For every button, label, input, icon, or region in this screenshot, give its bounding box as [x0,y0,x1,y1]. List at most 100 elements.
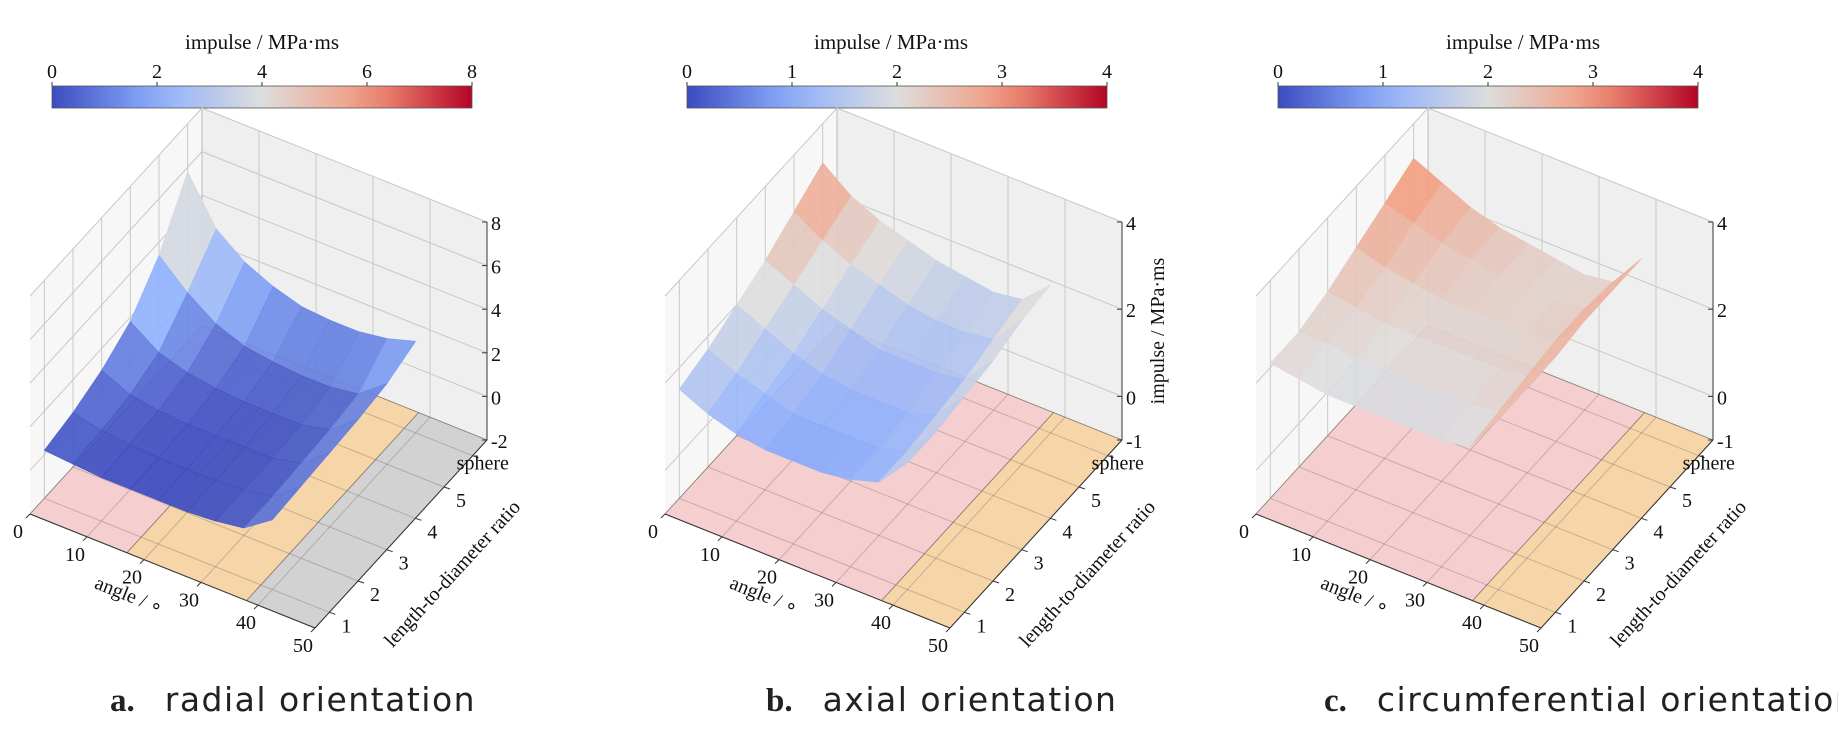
y-tick-label: 2 [1596,584,1606,606]
y-tick-label: 2 [370,584,380,606]
y-tick-label: 3 [399,553,409,575]
floor-gridline [44,497,330,613]
surface-patch [1469,387,1528,448]
y-tick [386,549,393,553]
x-tick [139,559,145,564]
y-tick [1107,455,1114,459]
panel-a: impulse / MPa·ms 0 2 4 6 8 0 10 20 30 40 50 1 2 3 4 5 sp… [0,0,612,742]
x-tick-label: 40 [1462,612,1482,634]
x-tick [82,536,88,542]
caption-label: a. [110,683,135,719]
y-tick [357,580,365,584]
y-tick [964,611,971,615]
y-tick [1555,611,1562,615]
x-tick-label: 10 [65,544,85,566]
y-tick [1612,549,1619,553]
x-tick-label: 20 [1348,567,1368,589]
x-tick [774,559,780,564]
z-tick-label: 4 [1126,213,1136,235]
panel-b: impulse / MPa·ms 0 1 2 3 4 0 10 20 30 40 50 1 2 3 4 5 sp… [635,0,1247,742]
x-tick [196,582,202,587]
colorbar-tick-label: 4 [1693,61,1703,83]
colorbar-tick-label: 4 [1102,61,1112,83]
z-tick-label: 4 [1717,213,1727,235]
z-tick-label: 2 [1126,300,1136,322]
x-axis [29,513,316,629]
z-tick-label: -2 [491,431,508,453]
y-tick [472,455,479,459]
x-tick [25,513,31,519]
x-tick-label: 10 [700,544,720,566]
y-tick-label: 4 [427,521,437,543]
caption: a. radial orientation [110,680,476,720]
colorbar-tick-label: 2 [152,61,162,83]
y-tick [1698,455,1705,459]
x-tick [1479,604,1485,610]
y-tick [329,611,336,615]
x-tick [253,604,259,610]
floor-gridline [892,416,1066,606]
x-tick [1365,559,1371,564]
y-tick-label: 4 [1653,521,1663,543]
panel-c: impulse / MPa·ms 0 1 2 3 4 0 10 20 30 40 50 1 2 3 4 5 sp… [1226,0,1838,742]
caption-label: b. [766,683,793,719]
colorbar-title: impulse / MPa·ms [813,30,969,54]
y-tick-label: 5 [1091,490,1101,512]
x-tick [831,582,837,587]
floor-gridline [707,466,994,582]
surface-patch [878,431,937,483]
x-tick [1422,582,1428,587]
floor-gridline [72,466,359,582]
y-tick-label: 1 [976,615,986,637]
colorbar-tick-label: 3 [997,61,1007,83]
z-tick-label: 0 [1717,387,1727,409]
z-tick-label: 0 [1126,387,1136,409]
x-tick [660,513,666,519]
x-tick [717,536,723,542]
colorbar-tick-label: 2 [892,61,902,83]
caption: c. circumferential orientation [1324,680,1838,720]
y-tick [1050,517,1057,521]
x-tick [310,627,316,633]
y-tick-label: sphere [1683,453,1735,475]
x-tick-label: 30 [179,589,199,611]
y-tick-label: sphere [1092,453,1144,475]
floor-gridline [1270,497,1556,613]
colorbar [686,85,1108,109]
y-tick-label: 3 [1034,553,1044,575]
colorbar-tick-label: 3 [1588,61,1598,83]
y-tick [1669,486,1677,490]
x-tick [1536,627,1542,633]
z-tick-label: -1 [1126,431,1143,453]
colorbar-title: impulse / MPa·ms [184,30,340,54]
colorbar-tick-label: 0 [682,61,692,83]
floor-gridline [257,416,431,606]
x-tick-label: 40 [236,612,256,634]
back-wall [837,108,1122,440]
colorbar-tick-label: 2 [1483,61,1493,83]
colorbar-tick-label: 1 [787,61,797,83]
colorbar-tick-label: 6 [362,61,372,83]
y-tick-label: 2 [1005,584,1015,606]
y-tick-label: 3 [1625,553,1635,575]
x-tick [945,627,951,633]
y-axis [949,439,1123,629]
x-tick-label: 40 [871,612,891,634]
y-tick [1078,486,1086,490]
x-tick-label: 0 [648,521,658,543]
x-tick-label: 50 [293,635,313,657]
y-tick [1583,580,1591,584]
y-tick-label: 5 [456,490,466,512]
floor-gridline [1426,394,1600,583]
x-tick-label: 30 [1405,589,1425,611]
floor-gridline [1298,466,1585,582]
floor-gridline [1327,435,1613,551]
x-tick-label: 30 [814,589,834,611]
x-tick-label: 50 [1519,635,1539,657]
colorbar [51,85,473,109]
caption: b. axial orientation [766,680,1117,720]
z-axis-label: impulse / MPa·ms [1147,257,1169,404]
colorbar-tick-label: 0 [1273,61,1283,83]
x-tick-label: 0 [1239,521,1249,543]
